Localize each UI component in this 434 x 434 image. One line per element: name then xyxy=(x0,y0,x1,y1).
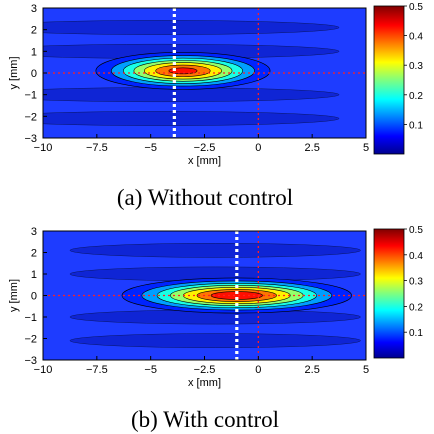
panel-b-x-tick-label: −5 xyxy=(144,364,157,376)
panel-b-x-axis-label: x [mm] xyxy=(188,377,221,389)
panel-a-y-tick-label: 0 xyxy=(31,68,37,80)
panel-b-x-tick-label: 0 xyxy=(255,364,261,376)
panel-b-y-tick-label: 0 xyxy=(31,291,37,303)
panel-a-y-tick-label: 3 xyxy=(31,3,37,15)
panel-b-x-tick-label: −2.5 xyxy=(194,364,216,376)
panel-b-colorbar-tick-label: 0.5 xyxy=(409,225,423,236)
panel-b-x-tick-label: −10 xyxy=(34,364,53,376)
panel-a-colorbar-tick-label: 0.1 xyxy=(409,120,423,131)
panel-b-y-tick-label: −1 xyxy=(24,312,37,324)
panel-b-colorbar-tick-label: 0.3 xyxy=(409,277,423,288)
panel-b-y-tick-label: −2 xyxy=(24,334,37,346)
panel-a-colorbar-tick-label: 0.2 xyxy=(409,91,423,102)
panel-a-y-tick-label: −2 xyxy=(24,111,37,123)
panel-b-y-tick-label: 3 xyxy=(31,226,37,238)
panel-a-x-tick-label: 2.5 xyxy=(305,142,320,154)
panel-a-x-tick-label: 5 xyxy=(363,142,369,154)
panel-a-colorbar-tick-label: 0.5 xyxy=(409,2,423,13)
panel-a-x-tick-label: 0 xyxy=(255,142,261,154)
panel-a-colorbar-tick-label: 0.3 xyxy=(409,61,423,72)
panel-b-y-axis-label: y [mm] xyxy=(8,279,20,312)
panel-b-colorbar xyxy=(373,228,405,359)
panel-b-x-tick-label: 5 xyxy=(363,364,369,376)
panel-b-plot: −10 −7.5 −5 −2.5 0 2.5 5 3 2 1 0 −1 −2 −3 x [mm] y [mm]… xyxy=(8,225,423,432)
panel-b-colorbar-tick-label: 0.1 xyxy=(409,328,423,339)
panel-b-colorbar-tick-label: 0.2 xyxy=(409,302,423,313)
panel-b-x-tick-label: 2.5 xyxy=(305,364,320,376)
panel-b-caption: (b) With control xyxy=(131,407,279,432)
panel-a-low-band xyxy=(43,87,340,103)
panel-a-plot: −10 −7.5 −5 −2.5 0 2.5 5 3 2 1 0 −1 −2 −3 x [mm] y [mm]… xyxy=(8,2,423,210)
panel-b-low-band xyxy=(69,333,361,348)
panel-a-colorbar-tick-label: 0.4 xyxy=(409,32,423,43)
panel-a-y-tick-label: −1 xyxy=(24,90,37,102)
panel-a-x-tick-label: −5 xyxy=(144,142,157,154)
panel-b-low-band xyxy=(69,243,361,258)
panel-a-x-tick-label: −2.5 xyxy=(194,142,216,154)
panel-b-colorbar-tick-label: 0.4 xyxy=(409,251,423,262)
panel-a-low-band xyxy=(43,20,340,35)
panel-b-y-tick-label: 2 xyxy=(31,248,37,260)
panel-a-contours xyxy=(43,20,340,126)
panel-b-contours xyxy=(69,243,361,348)
panel-b-y-tick-label: 1 xyxy=(31,269,37,281)
panel-a-x-tick-label: −10 xyxy=(34,142,53,154)
panel-a-y-axis-label: y [mm] xyxy=(8,57,20,90)
panel-a-caption: (a) Without control xyxy=(117,185,293,210)
panel-b-x-tick-label: −7.5 xyxy=(86,364,108,376)
panel-a-x-tick-label: −7.5 xyxy=(86,142,108,154)
panel-a-colorbar xyxy=(373,5,405,155)
panel-b-y-tick-label: −3 xyxy=(24,355,37,367)
panel-a-y-tick-label: 2 xyxy=(31,25,37,37)
panel-a-y-tick-label: −3 xyxy=(24,133,37,145)
panel-a-low-band xyxy=(43,111,340,126)
panel-a-x-axis-label: x [mm] xyxy=(188,155,221,167)
panel-a-y-tick-label: 1 xyxy=(31,46,37,58)
